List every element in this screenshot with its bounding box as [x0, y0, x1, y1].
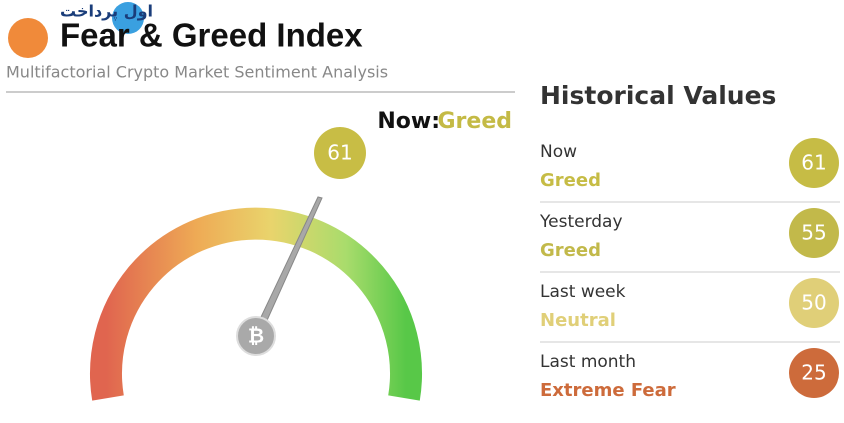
logo-icon: [8, 18, 48, 58]
row-bubble: [789, 208, 839, 258]
historical-list: Now Greed 61 Yesterday Greed 55 Last week Neutr…: [539, 138, 840, 401]
row-label: Last month: [540, 352, 636, 372]
logo-text: اول پرداخت: [60, 2, 153, 22]
row-status: Greed: [540, 170, 601, 191]
now-value: 61: [327, 141, 352, 165]
row-bubble: [789, 278, 839, 328]
logo-mark: [112, 2, 144, 34]
now-status: Greed: [438, 109, 513, 134]
needle-hub: [236, 316, 276, 356]
row-status: Neutral: [540, 310, 616, 331]
row-value: 25: [801, 361, 826, 385]
row-status: Extreme Fear: [540, 380, 676, 401]
row-status: Greed: [540, 240, 601, 261]
historical-title: Historical Values: [540, 81, 776, 110]
row-bubble: [789, 348, 839, 398]
row-label: Now: [540, 142, 577, 162]
now-label: Now:: [377, 109, 440, 134]
subtitle: Multifactorial Crypto Market Sentiment A…: [6, 63, 388, 82]
row-bubble: [789, 138, 839, 188]
row-label: Yesterday: [539, 212, 623, 232]
title: Fear & Greed Index: [60, 17, 363, 54]
bitcoin-symbol: ₿: [248, 324, 264, 348]
now-bubble: [314, 127, 366, 179]
row-value: 50: [801, 291, 826, 315]
gauge-arc: [90, 207, 422, 401]
row-value: 61: [801, 151, 826, 175]
row-label: Last week: [540, 282, 626, 302]
row-value: 55: [801, 221, 826, 245]
